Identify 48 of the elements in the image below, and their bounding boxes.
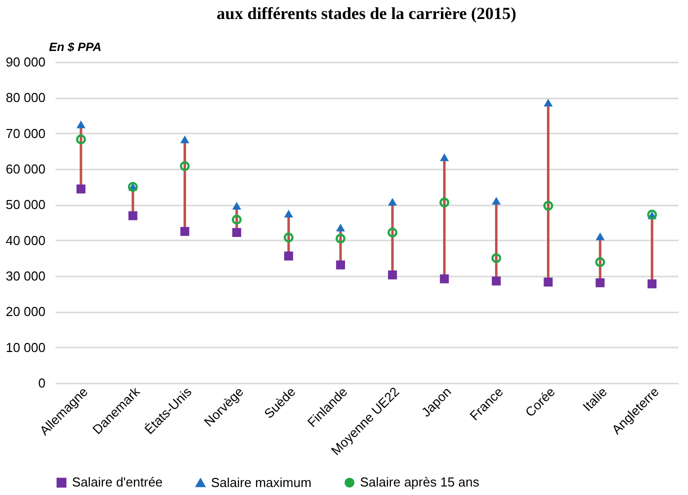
y-tick-label: 60 000 — [6, 162, 46, 176]
point — [232, 202, 242, 210]
y-axis-title: En $ PPA — [49, 40, 102, 54]
chart-title: aux différents stades de la carrière (2015) — [216, 4, 516, 23]
point — [544, 98, 553, 107]
point — [336, 234, 346, 244]
y-tick-label: 50 000 — [6, 197, 46, 212]
point — [596, 278, 605, 288]
point — [180, 161, 190, 172]
point — [284, 252, 294, 260]
point — [596, 232, 605, 240]
legend-label: Salaire maximum — [211, 474, 312, 490]
point — [492, 196, 501, 205]
legend-label: Salaire d'entrée — [72, 474, 163, 490]
point — [387, 228, 398, 238]
y-tick-label: 20 000 — [6, 304, 46, 320]
point — [595, 257, 606, 268]
y-tick-label: 10 000 — [6, 340, 46, 355]
point — [232, 214, 242, 225]
point — [439, 198, 450, 208]
point — [284, 210, 294, 218]
y-tick-label: 80 000 — [6, 90, 46, 106]
point — [440, 153, 449, 162]
point — [492, 276, 501, 286]
point — [128, 211, 138, 220]
point — [76, 120, 86, 128]
point — [76, 134, 86, 144]
point — [388, 198, 397, 206]
point — [648, 279, 657, 288]
y-tick-label: 30 000 — [6, 268, 46, 284]
point — [336, 224, 346, 232]
point — [336, 260, 346, 270]
point — [388, 270, 397, 280]
y-tick-label: 0 — [38, 376, 46, 390]
point — [543, 200, 554, 211]
point — [180, 136, 190, 144]
x-tick-label: Italie — [580, 384, 610, 414]
y-tick-label: 40 000 — [6, 232, 46, 248]
point — [232, 228, 242, 237]
point — [180, 226, 190, 236]
point — [440, 274, 449, 284]
legend-label: Salaire après 15 ans — [360, 474, 480, 490]
y-tick-label: 70 000 — [6, 126, 46, 141]
point — [76, 184, 86, 194]
point — [491, 253, 502, 264]
y-tick-label: 90 000 — [6, 54, 46, 70]
point — [284, 232, 294, 242]
point — [544, 278, 553, 287]
